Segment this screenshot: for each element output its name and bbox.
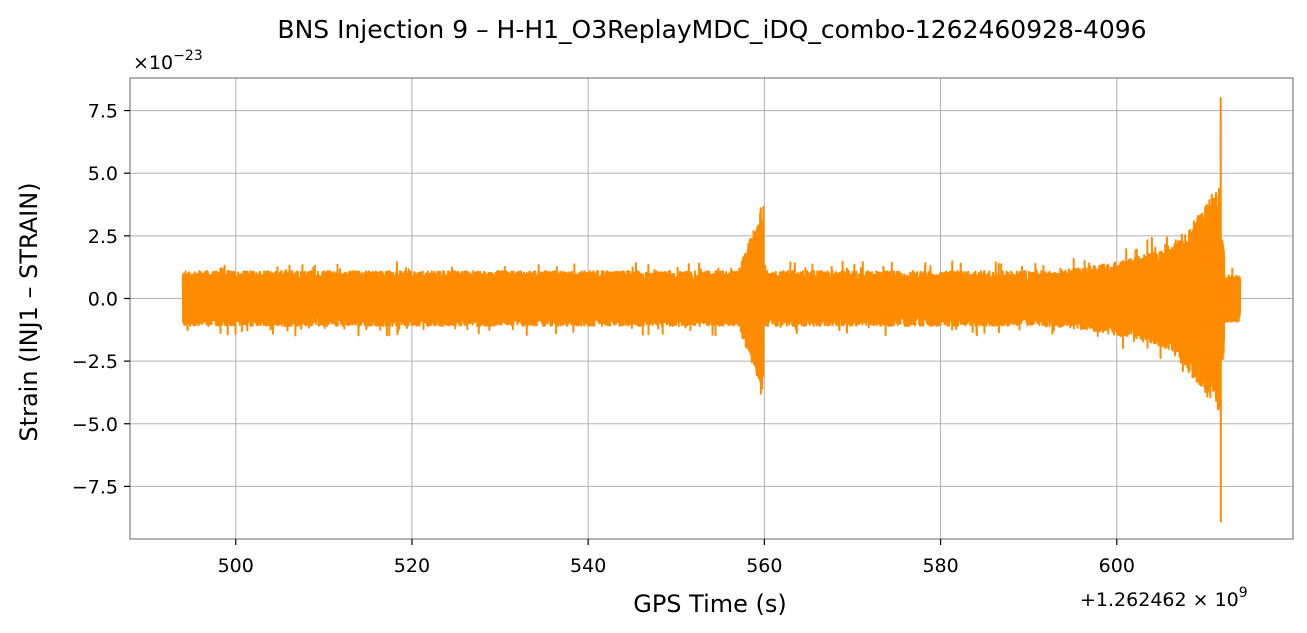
strain-series-line <box>181 97 1242 523</box>
y-tick-label: 5.0 <box>88 163 118 185</box>
x-offset-base: +1.262462 × 10 <box>1080 589 1239 611</box>
y-tick-label: −2.5 <box>72 351 118 373</box>
y-scale-exponent: −23 <box>173 48 203 64</box>
y-tick-label: −7.5 <box>72 476 118 498</box>
y-scale-label: ×10−23 <box>133 48 203 74</box>
y-tick-label: 2.5 <box>88 226 118 248</box>
x-axis-label: GPS Time (s) <box>633 590 787 618</box>
x-axis-ticks: 500 520 540 560 580 600 <box>218 539 1135 577</box>
y-tick-label: 0.0 <box>88 288 118 310</box>
series-group <box>181 97 1242 523</box>
x-tick-label: 580 <box>922 555 958 577</box>
y-axis-label: Strain (INJ1 – STRAIN) <box>15 182 43 441</box>
x-tick-label: 540 <box>570 555 606 577</box>
y-tick-label: 7.5 <box>88 101 118 123</box>
x-offset-label: +1.262462 × 109 <box>1080 585 1248 611</box>
y-scale-base: ×10 <box>133 52 173 74</box>
x-tick-label: 520 <box>394 555 430 577</box>
y-axis-ticks: 7.5 5.0 2.5 0.0 −2.5 −5.0 −7.5 <box>72 101 130 498</box>
plot-frame <box>129 77 1294 540</box>
x-offset-exponent: 9 <box>1239 585 1248 601</box>
x-tick-label: 500 <box>218 555 254 577</box>
chart-title: BNS Injection 9 – H-H1_O3ReplayMDC_iDQ_c… <box>277 15 1146 44</box>
x-tick-label: 600 <box>1099 555 1135 577</box>
x-tick-label: 560 <box>746 555 782 577</box>
y-tick-label: −5.0 <box>72 414 118 436</box>
